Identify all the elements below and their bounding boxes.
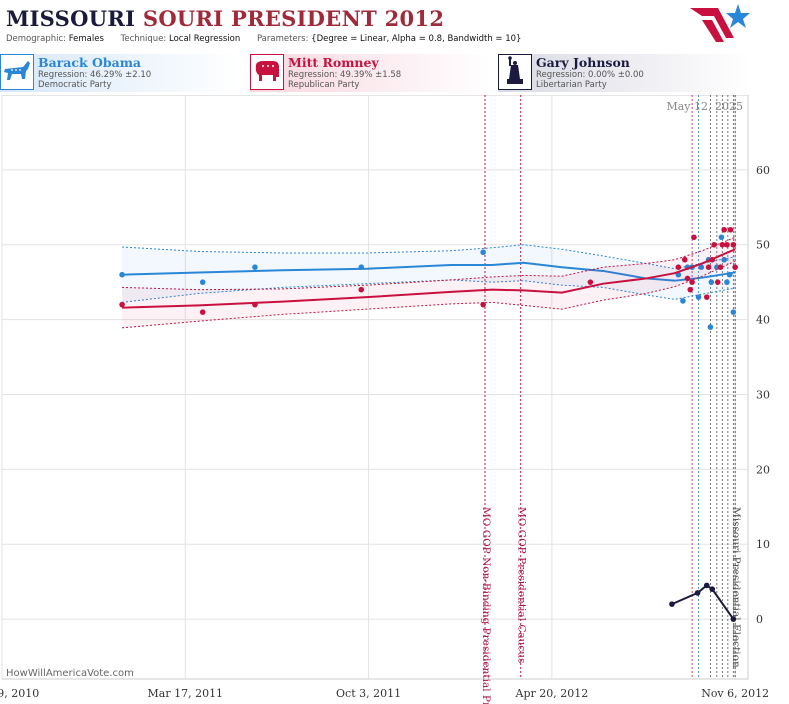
poll-point <box>721 226 727 233</box>
poll-point <box>252 264 258 271</box>
confidence-upper <box>122 244 736 270</box>
candidate-obama[interactable]: Barack Obama Regression: 46.29% ±2.10 De… <box>0 54 240 92</box>
poll-point <box>199 279 206 285</box>
poll-point <box>727 226 734 233</box>
poll-point <box>719 241 726 248</box>
poll-point <box>724 241 730 248</box>
poll-point <box>709 586 716 592</box>
poll-point <box>714 279 721 285</box>
trend-line <box>122 248 736 309</box>
event-label: Missouri Presidential Election <box>730 507 742 668</box>
candidate-regression: Regression: 46.29% ±2.10 <box>38 70 152 80</box>
poll-point <box>669 601 675 607</box>
poll-point <box>358 286 365 293</box>
poll-point <box>480 249 486 256</box>
technique-label: Technique: <box>120 34 167 44</box>
y-tick-label: 60 <box>756 164 770 177</box>
title-rest: SOURI PRESIDENT 2012 <box>142 6 445 31</box>
x-tick-label: Mar 17, 2011 <box>148 687 224 700</box>
poll-point <box>698 264 705 271</box>
y-tick-label: 20 <box>756 463 770 476</box>
poll-point <box>732 264 738 271</box>
confidence-upper <box>122 236 736 291</box>
poll-point <box>708 279 715 285</box>
poll-point <box>711 241 717 248</box>
candidate-name: Mitt Romney <box>288 55 379 70</box>
site-logo[interactable] <box>688 2 752 48</box>
poll-point <box>730 309 737 315</box>
poll-point <box>695 294 702 300</box>
donkey-icon <box>0 54 34 90</box>
y-tick-label: 40 <box>756 314 770 327</box>
date-stamp: May 12, 2025 <box>666 100 743 113</box>
candidate-regression: Regression: 0.00% ±0.00 <box>536 70 644 80</box>
parameters-line: Demographic: Females Technique: Local Re… <box>6 34 535 44</box>
candidate-name: Gary Johnson <box>536 55 630 70</box>
poll-point <box>358 264 365 271</box>
x-tick-label: Aug 29, 2010 <box>0 687 39 700</box>
poll-point <box>718 234 725 241</box>
event-label: MO GOP Non-Binding Presidential Primary <box>480 507 492 704</box>
candidate-romney[interactable]: Mitt Romney Regression: 49.39% ±1.58 Rep… <box>250 54 490 92</box>
candidate-party: Libertarian Party <box>536 80 607 90</box>
poll-point <box>680 298 686 304</box>
poll-point <box>587 279 594 285</box>
y-tick-label: 50 <box>756 239 770 252</box>
poll-point <box>689 279 695 285</box>
trend-line <box>122 261 736 282</box>
poll-point <box>687 286 694 293</box>
poll-point <box>726 271 733 278</box>
poll-point <box>724 279 730 285</box>
poll-point <box>691 234 697 241</box>
candidate-party: Republican Party <box>288 80 360 90</box>
poll-point <box>730 241 737 248</box>
site-credit: HowWillAmericaVote.com <box>6 668 134 679</box>
event-label: MO GOP Presidential Caucus <box>516 507 528 663</box>
statue-of-liberty-icon <box>498 54 532 90</box>
confidence-band <box>122 244 736 303</box>
page-title: MISSOURI SOURI PRESIDENT 2012 <box>6 6 444 31</box>
poll-point <box>717 264 724 271</box>
poll-point <box>703 294 710 300</box>
confidence-lower <box>121 279 736 303</box>
poll-point <box>694 590 701 596</box>
technique-value: Local Regression <box>169 34 241 44</box>
poll-point <box>681 256 688 263</box>
poll-point <box>252 301 258 308</box>
candidate-name: Barack Obama <box>38 55 142 70</box>
poll-point <box>707 324 714 330</box>
title-state: MISSOURI <box>6 6 136 31</box>
poll-point <box>119 301 125 308</box>
parameters-value: {Degree = Linear, Alpha = 0.8, Bandwidth… <box>311 34 522 44</box>
poll-point <box>721 256 727 263</box>
candidate-regression: Regression: 49.39% ±1.58 <box>288 70 402 80</box>
y-tick-label: 0 <box>756 613 763 626</box>
poll-chart: 0 10 20 30 40 50 60 Aug 29, 2010 Mar 17, 2011 Oct… <box>0 95 770 704</box>
candidate-johnson[interactable]: Gary Johnson Regression: 0.00% ±0.00 Lib… <box>498 54 750 92</box>
poll-point <box>480 301 486 308</box>
poll-point <box>703 582 710 589</box>
poll-point <box>199 309 206 315</box>
confidence-lower <box>122 260 736 329</box>
confidence-band <box>122 237 736 328</box>
poll-point <box>675 264 682 271</box>
poll-point <box>119 271 125 278</box>
y-tick-label: 30 <box>756 388 770 401</box>
parameters-label: Parameters: <box>256 34 309 44</box>
poll-point <box>730 616 737 622</box>
poll-point <box>705 264 712 271</box>
demographic-value: Females <box>68 34 104 44</box>
x-tick-label: Apr 20, 2012 <box>515 687 589 700</box>
elephant-icon <box>250 54 284 90</box>
poll-point <box>684 275 691 282</box>
candidate-legend: Barack Obama Regression: 46.29% ±2.10 De… <box>0 54 750 92</box>
candidate-party: Democratic Party <box>38 80 112 90</box>
poll-point <box>709 256 716 263</box>
x-tick-label: Nov 6, 2012 <box>701 687 769 700</box>
plot-area <box>1 95 749 680</box>
y-tick-label: 10 <box>756 538 770 551</box>
x-tick-label: Oct 3, 2011 <box>336 687 401 700</box>
header: MISSOURI SOURI PRESIDENT 2012 Demographi… <box>0 0 789 50</box>
demographic-label: Demographic: <box>6 34 67 44</box>
